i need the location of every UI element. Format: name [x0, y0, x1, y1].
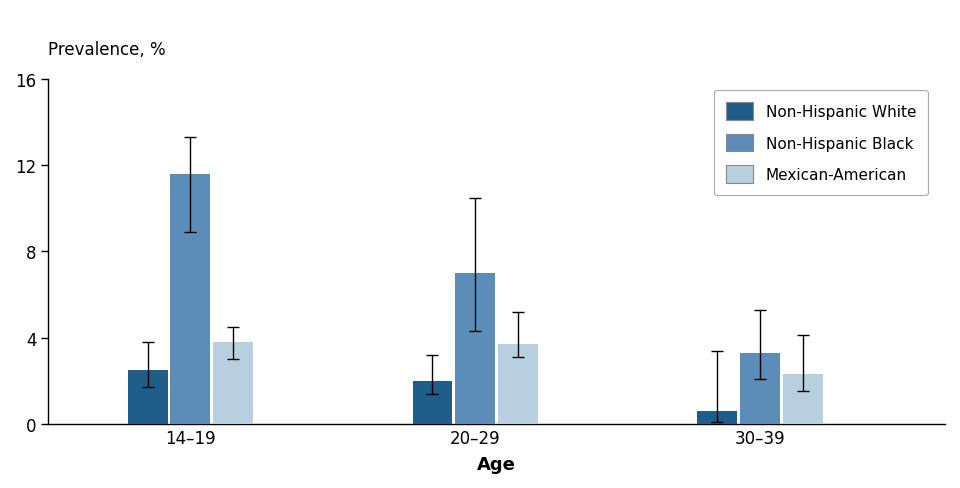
Text: Prevalence, %: Prevalence, %	[48, 41, 166, 59]
Bar	[213, 342, 253, 424]
X-axis label: Age: Age	[477, 455, 516, 473]
Bar	[498, 345, 538, 424]
Bar	[697, 411, 737, 424]
Bar	[171, 175, 210, 424]
Bar	[740, 353, 780, 424]
Legend: Non-Hispanic White, Non-Hispanic Black, Mexican-American: Non-Hispanic White, Non-Hispanic Black, …	[713, 91, 928, 196]
Bar	[782, 374, 823, 424]
Bar	[413, 381, 452, 424]
Bar	[128, 370, 168, 424]
Bar	[455, 273, 495, 424]
